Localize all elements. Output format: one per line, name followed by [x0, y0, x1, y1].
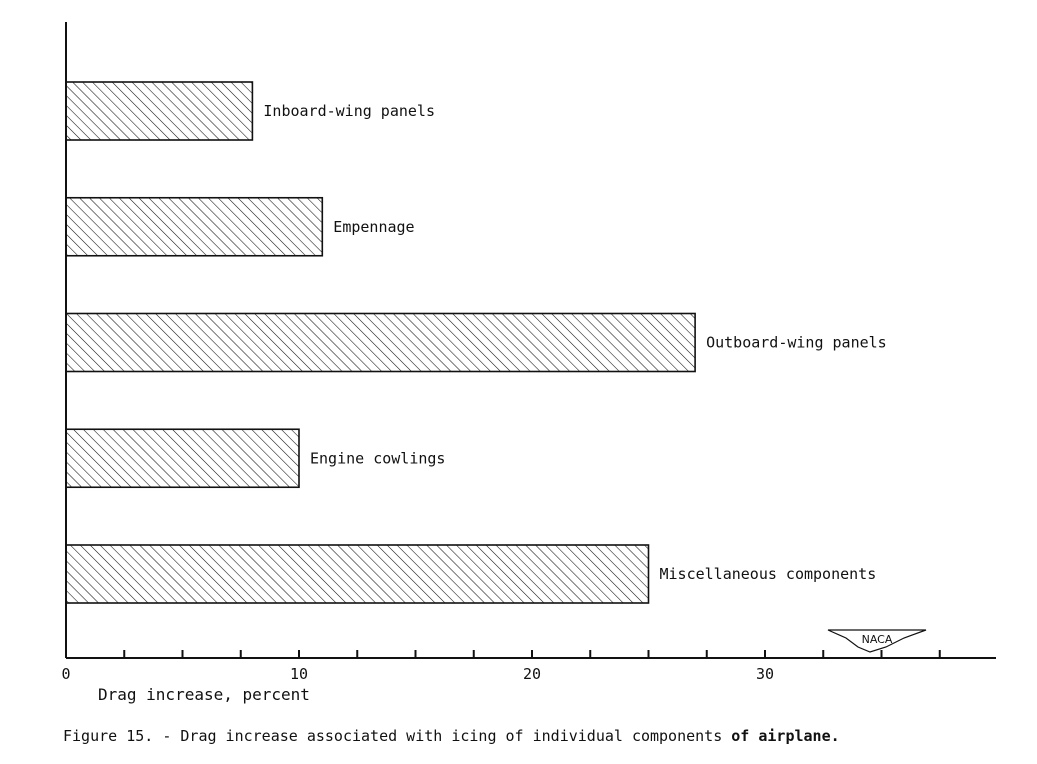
bar-labels-layer: Inboard-wing panels Empennage Outboard-win… [263, 102, 886, 583]
bar-label-4: Miscellaneous components [660, 565, 877, 583]
bar-label-0: Inboard-wing panels [263, 102, 435, 120]
x-tick-label-2: 20 [523, 665, 541, 683]
bar-3 [65, 428, 300, 489]
naca-logo: NACA [827, 629, 927, 653]
naca-logo-text: NACA [862, 633, 893, 646]
bar-label-3: Engine cowlings [310, 449, 445, 467]
x-tick-label-0: 0 [61, 665, 70, 683]
figure-caption-bold: of airplane. [731, 727, 839, 745]
x-tick-label-3: 30 [756, 665, 774, 683]
figure-caption-main: Figure 15. - Drag increase associated wi… [63, 727, 731, 745]
bar-2 [65, 312, 696, 373]
bar-label-1: Empennage [333, 218, 414, 236]
x-tick-label-1: 10 [290, 665, 308, 683]
bar-4 [65, 544, 650, 604]
ticks-layer [123, 650, 941, 658]
naca-wing-emblem [827, 629, 927, 653]
bars-layer [65, 81, 696, 604]
bar-label-2: Outboard-wing panels [706, 334, 887, 352]
tick-labels-layer: 0 10 20 30 [61, 665, 774, 683]
bar-0 [65, 81, 254, 141]
x-axis-title: Drag increase, percent [98, 685, 310, 704]
figure-caption: Figure 15. - Drag increase associated wi… [63, 727, 840, 745]
bar-1 [65, 196, 324, 257]
